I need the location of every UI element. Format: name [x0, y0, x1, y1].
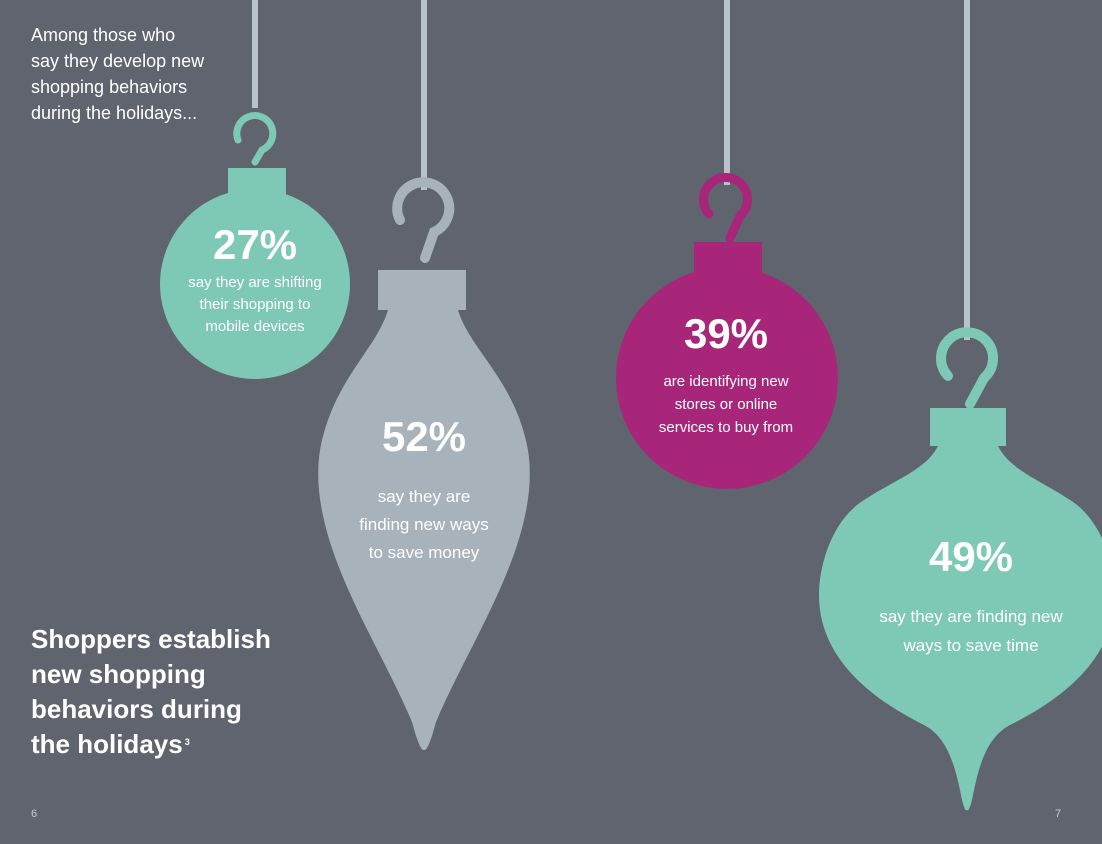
ornament-hook [699, 172, 752, 243]
ornament-27 [160, 112, 350, 379]
caption-line: stores or online [674, 396, 778, 413]
caption-line: say they are shifting [188, 274, 322, 291]
intro-text: Among those who say they develop new sho… [31, 22, 231, 126]
stat-caption-49: say they are finding new ways to save ti… [856, 602, 1086, 660]
headline-line-last: the holidays 3 [31, 727, 311, 762]
caption-line: say they are [377, 487, 471, 506]
stat-percent-49: 49% [928, 533, 1014, 580]
hanging-strings [252, 0, 970, 340]
ornament-hook [233, 112, 277, 166]
ornament-49 [819, 327, 1102, 811]
ornament-39 [616, 172, 838, 489]
ornament-cap [378, 270, 466, 310]
ornament-body [616, 267, 838, 489]
headline-line-text: the holidays [31, 729, 183, 759]
caption-line: services to buy from [658, 419, 794, 436]
stat-percent-52: 52% [381, 413, 467, 460]
caption-line: to save money [368, 543, 480, 562]
page-number-left: 6 [31, 808, 38, 820]
stat-caption-39: are identifying new stores or online ser… [626, 370, 826, 439]
headline-line: new shopping [31, 659, 206, 689]
ornament-body [160, 189, 350, 379]
caption-line: their shopping to [199, 296, 311, 313]
stat-caption-27: say they are shifting their shopping to … [155, 272, 355, 338]
stat-percent-27: 27% [212, 221, 298, 268]
ornament-body [318, 310, 530, 751]
page-headline: Shoppers establish new shopping behavior… [31, 622, 311, 762]
caption-line: ways to save time [903, 636, 1039, 655]
footnote-marker: 3 [184, 737, 190, 747]
ornament-body [819, 446, 1102, 811]
caption-line: mobile devices [205, 318, 305, 335]
intro-line: Among those who [31, 25, 176, 45]
intro-line: during the holidays... [31, 103, 198, 123]
stat-caption-52: say they are finding new ways to save mo… [324, 483, 524, 567]
intro-line: say they develop new [31, 51, 205, 71]
ornament-hook [392, 177, 455, 263]
ornament-hook [936, 327, 998, 409]
caption-line: say they are finding new [879, 607, 1063, 626]
ornament-52 [318, 177, 530, 751]
intro-line: shopping behaviors [31, 77, 188, 97]
page-number-right: 7 [1055, 808, 1062, 820]
caption-line: are identifying new [663, 373, 789, 390]
headline-line: behaviors during [31, 694, 242, 724]
ornament-cap [930, 408, 1006, 446]
headline-line: Shoppers establish [31, 624, 271, 654]
caption-line: finding new ways [359, 515, 489, 534]
stat-percent-39: 39% [683, 310, 769, 357]
